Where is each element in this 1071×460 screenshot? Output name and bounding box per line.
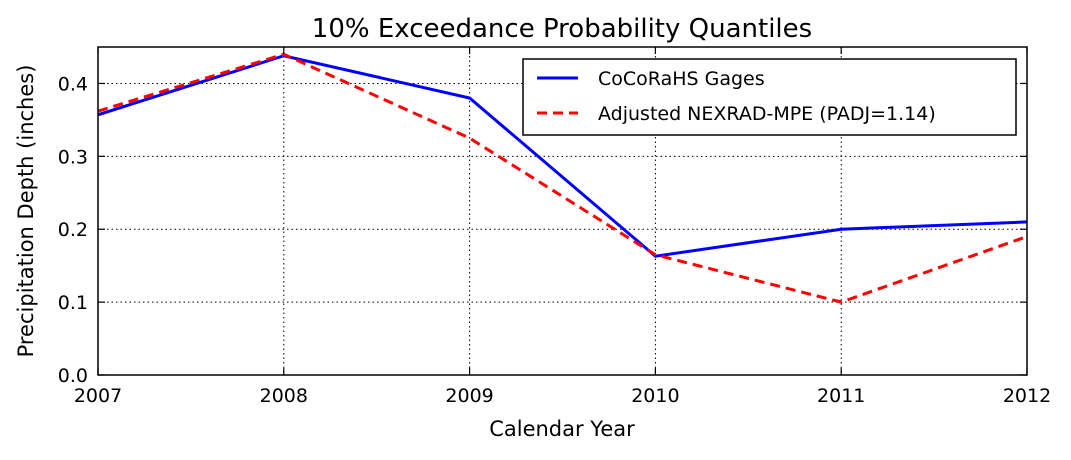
y-tick-label: 0.0 (58, 365, 88, 387)
ticks: 2007 2008 2009 2010 2011 2012 0.0 0.1 0.2 0.3 0.4 (58, 47, 1051, 407)
x-tick-label: 2010 (631, 385, 679, 407)
legend-box (522, 58, 1017, 136)
legend-label-cocorahs: CoCoRaHS Gages (598, 68, 765, 90)
series-layer (97, 52, 1028, 304)
x-tick-label: 2008 (260, 385, 308, 407)
x-tick-label: 2007 (74, 385, 122, 407)
y-tick-label: 0.4 (58, 73, 88, 95)
x-tick-label: 2009 (445, 385, 493, 407)
series-line-nexrad (97, 52, 1028, 304)
y-axis-label: Precipitation Depth (inches) (14, 65, 38, 358)
series-line-cocorahs (97, 54, 1028, 258)
chart-title: 10% Exceedance Probability Quantiles (312, 14, 812, 44)
legend: CoCoRaHS Gages Adjusted NEXRAD-MPE (PADJ… (522, 58, 1017, 136)
x-tick-label: 2011 (817, 385, 865, 407)
x-axis-label: Calendar Year (489, 417, 635, 441)
y-tick-label: 0.1 (58, 292, 88, 314)
x-tick-label: 2012 (1003, 385, 1051, 407)
legend-label-nexrad: Adjusted NEXRAD-MPE (PADJ=1.14) (598, 103, 936, 125)
plot-frame (97, 46, 1028, 376)
y-tick-label: 0.3 (58, 146, 88, 168)
y-tick-label: 0.2 (58, 219, 88, 241)
